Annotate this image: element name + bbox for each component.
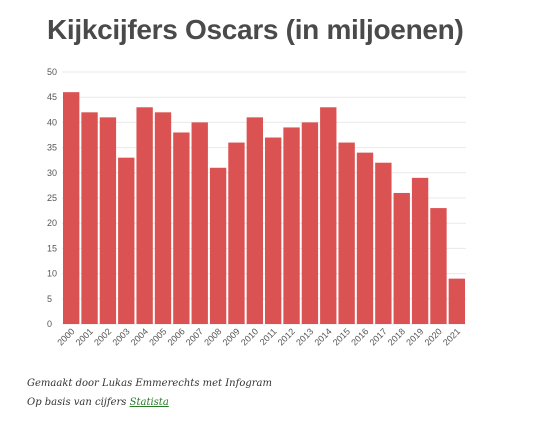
bar-2017 bbox=[375, 162, 392, 324]
y-tick-label: 40 bbox=[47, 117, 57, 127]
bar-2002 bbox=[99, 117, 117, 324]
chart-title: Kijkcijfers Oscars (in miljoenen) bbox=[47, 14, 464, 45]
x-tick-label: 2005 bbox=[147, 326, 168, 347]
x-tick-label: 2003 bbox=[110, 326, 131, 347]
x-tick-label: 2008 bbox=[202, 326, 223, 347]
y-tick-label: 20 bbox=[47, 218, 57, 228]
x-tick-label: 2006 bbox=[166, 326, 187, 347]
x-tick-label: 2012 bbox=[276, 326, 297, 347]
x-tick-label: 2016 bbox=[349, 326, 370, 347]
bar-2000 bbox=[63, 92, 80, 324]
x-tick-label: 2013 bbox=[294, 326, 315, 347]
x-tick-label: 2014 bbox=[312, 326, 333, 347]
x-tick-label: 2015 bbox=[331, 326, 352, 347]
bar-2014 bbox=[320, 107, 337, 324]
bars bbox=[63, 92, 465, 325]
x-tick-label: 2001 bbox=[74, 326, 95, 347]
y-tick-label: 10 bbox=[47, 269, 57, 279]
y-tick-label: 50 bbox=[47, 67, 57, 77]
bar-2016 bbox=[356, 152, 374, 324]
bar-2019 bbox=[411, 177, 429, 324]
bar-2008 bbox=[209, 167, 227, 324]
x-tick-label: 2020 bbox=[423, 326, 444, 347]
y-tick-label: 15 bbox=[47, 243, 57, 253]
y-tick-label: 35 bbox=[47, 143, 57, 153]
bar-2015 bbox=[338, 142, 355, 324]
bar-2001 bbox=[81, 112, 98, 324]
bar-2005 bbox=[154, 112, 172, 324]
bar-2011 bbox=[265, 137, 282, 324]
x-tick-label: 2011 bbox=[258, 326, 279, 347]
y-tick-label: 30 bbox=[47, 168, 57, 178]
bar-2021 bbox=[448, 278, 465, 324]
x-tick-label: 2017 bbox=[368, 326, 389, 347]
bar-2012 bbox=[283, 127, 300, 324]
bar-2009 bbox=[228, 142, 245, 324]
bar-2010 bbox=[246, 117, 263, 324]
bar-2006 bbox=[173, 132, 190, 324]
x-tick-label: 2002 bbox=[92, 326, 113, 347]
x-tick-label: 2021 bbox=[441, 326, 462, 347]
x-tick-label: 2009 bbox=[221, 326, 242, 347]
x-tick-label: 2019 bbox=[404, 326, 425, 347]
x-tick-label: 2004 bbox=[129, 326, 150, 347]
y-tick-label: 0 bbox=[47, 319, 52, 329]
source-caption-prefix: Op basis van cijfers bbox=[27, 397, 130, 408]
x-axis-tick-labels: 2000200120022003200420052006200720082009… bbox=[55, 326, 462, 347]
y-axis-tick-labels: 0 5 10 15 20 25 30 35 40 45 50 bbox=[47, 67, 57, 329]
bar-2007 bbox=[191, 122, 208, 325]
source-caption: Op basis van cijfers Statista bbox=[27, 397, 169, 408]
bar-2004 bbox=[136, 107, 153, 324]
bar-2018 bbox=[393, 192, 410, 324]
statista-source-link[interactable]: Statista bbox=[129, 397, 169, 408]
y-tick-label: 5 bbox=[47, 294, 52, 304]
x-tick-label: 2000 bbox=[55, 326, 76, 347]
bar-2003 bbox=[118, 157, 135, 324]
x-tick-label: 2018 bbox=[386, 326, 407, 347]
y-tick-label: 25 bbox=[47, 193, 57, 203]
y-tick-label: 45 bbox=[47, 92, 57, 102]
bar-2020 bbox=[430, 208, 447, 324]
bar-2013 bbox=[301, 122, 319, 325]
x-tick-label: 2010 bbox=[239, 326, 260, 347]
x-tick-label: 2007 bbox=[184, 326, 205, 347]
credit-caption: Gemaakt door Lukas Emmerechts met Infogr… bbox=[27, 378, 272, 389]
